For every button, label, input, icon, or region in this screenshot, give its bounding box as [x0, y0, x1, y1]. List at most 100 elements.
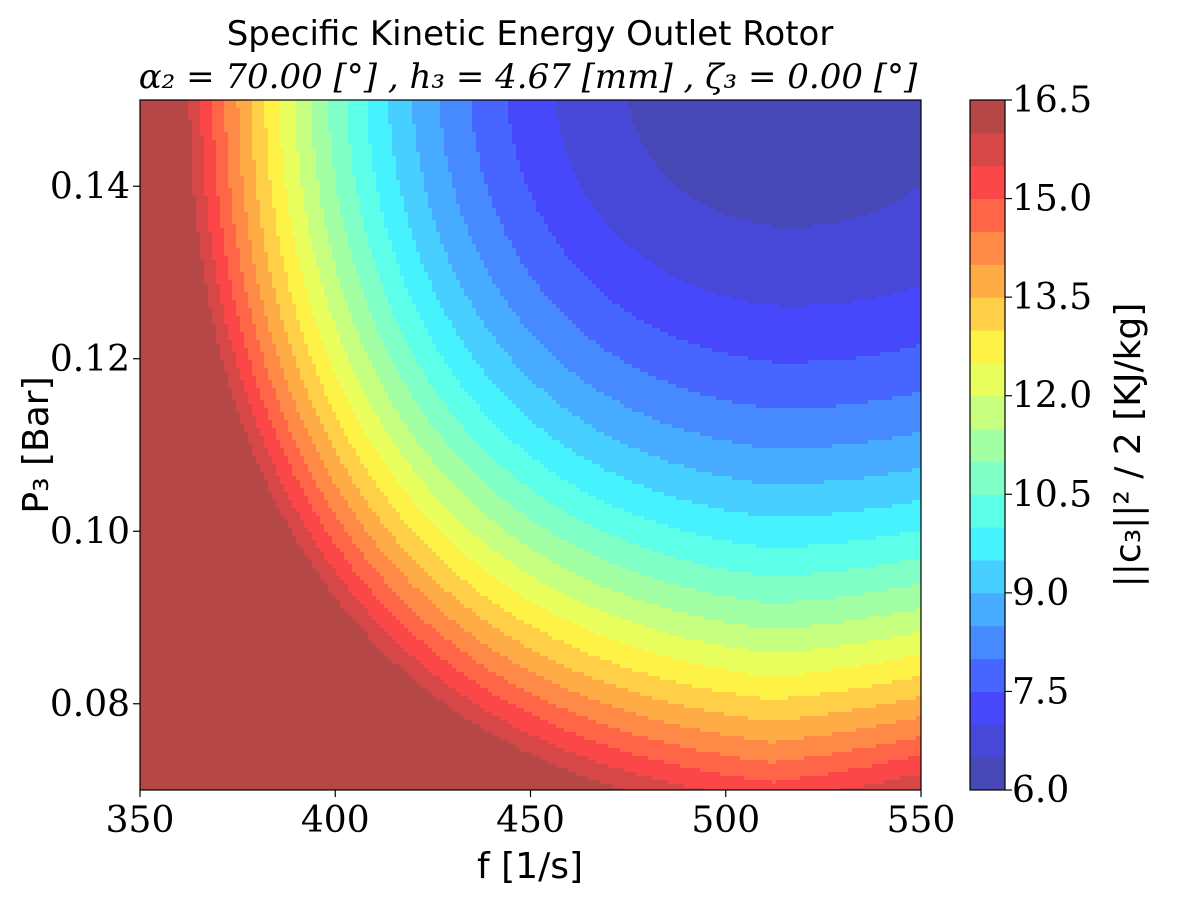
- contour-cell: [560, 188, 565, 193]
- contour-cell: [168, 104, 173, 109]
- contour-cell: [876, 164, 881, 169]
- contour-cell: [328, 128, 333, 133]
- contour-cell: [808, 180, 813, 185]
- contour-cell: [904, 100, 909, 105]
- contour-cell: [784, 140, 789, 145]
- contour-cell: [140, 120, 145, 125]
- contour-cell: [248, 152, 253, 157]
- contour-cell: [892, 168, 897, 173]
- contour-cell: [276, 164, 281, 169]
- contour-cell: [272, 136, 277, 141]
- contour-cell: [460, 116, 465, 121]
- contour-cell: [324, 152, 329, 157]
- contour-cell: [420, 144, 425, 149]
- contour-cell: [280, 128, 285, 133]
- contour-cell: [152, 196, 157, 201]
- contour-cell: [820, 152, 825, 157]
- contour-cell: [852, 140, 857, 145]
- contour-cell: [340, 128, 345, 133]
- contour-cell: [192, 176, 197, 181]
- contour-cell: [812, 168, 817, 173]
- contour-cell: [584, 100, 589, 105]
- contour-cell: [624, 136, 629, 141]
- contour-cell: [640, 132, 645, 137]
- contour-cell: [816, 196, 821, 201]
- contour-cell: [568, 120, 573, 125]
- contour-cell: [764, 140, 769, 145]
- contour-cell: [752, 172, 757, 177]
- contour-cell: [412, 104, 417, 109]
- contour-cell: [344, 184, 349, 189]
- contour-cell: [648, 168, 653, 173]
- contour-cell: [140, 108, 145, 113]
- contour-cell: [632, 180, 637, 185]
- contour-cell: [216, 112, 221, 117]
- contour-cell: [588, 124, 593, 129]
- contour-cell: [156, 120, 161, 125]
- contour-cell: [572, 136, 577, 141]
- contour-cell: [248, 136, 253, 141]
- contour-cell: [224, 164, 229, 169]
- contour-cell: [848, 196, 853, 201]
- contour-cell: [196, 128, 201, 133]
- contour-cell: [608, 180, 613, 185]
- contour-cell: [596, 176, 601, 181]
- contour-cell: [432, 172, 437, 177]
- contour-cell: [296, 196, 301, 201]
- contour-cell: [344, 136, 349, 141]
- contour-cell: [460, 184, 465, 189]
- contour-cell: [636, 172, 641, 177]
- contour-cell: [912, 120, 917, 125]
- contour-cell: [808, 120, 813, 125]
- contour-cell: [236, 152, 241, 157]
- contour-cell: [764, 168, 769, 173]
- contour-cell: [676, 144, 681, 149]
- contour-cell: [252, 152, 257, 157]
- contour-cell: [408, 112, 413, 117]
- contour-cell: [752, 148, 757, 153]
- contour-cell: [384, 196, 389, 201]
- contour-cell: [596, 100, 601, 105]
- contour-cell: [868, 176, 873, 181]
- contour-cell: [864, 116, 869, 121]
- contour-cell: [192, 100, 197, 105]
- contour-cell: [676, 184, 681, 189]
- contour-cell: [188, 164, 193, 169]
- contour-cell: [316, 192, 321, 197]
- contour-cell: [448, 128, 453, 133]
- contour-cell: [512, 180, 517, 185]
- contour-cell: [408, 108, 413, 113]
- contour-cell: [324, 164, 329, 169]
- contour-cell: [728, 192, 733, 197]
- contour-cell: [648, 180, 653, 185]
- contour-cell: [516, 164, 521, 169]
- contour-cell: [216, 172, 221, 177]
- contour-cell: [728, 156, 733, 161]
- contour-cell: [520, 172, 525, 177]
- contour-cell: [248, 140, 253, 145]
- contour-cell: [516, 180, 521, 185]
- contour-cell: [588, 132, 593, 137]
- contour-cell: [656, 140, 661, 145]
- contour-cell: [412, 136, 417, 141]
- contour-cell: [820, 120, 825, 125]
- contour-cell: [752, 116, 757, 121]
- contour-cell: [604, 152, 609, 157]
- contour-cell: [668, 116, 673, 121]
- contour-cell: [404, 112, 409, 117]
- contour-cell: [764, 128, 769, 133]
- contour-cell: [856, 140, 861, 145]
- contour-cell: [212, 112, 217, 117]
- contour-cell: [304, 196, 309, 201]
- contour-cell: [704, 120, 709, 125]
- contour-cell: [640, 120, 645, 125]
- contour-cell: [668, 148, 673, 153]
- contour-cell: [204, 116, 209, 121]
- contour-cell: [416, 200, 421, 205]
- contour-cell: [652, 164, 657, 169]
- contour-cell: [420, 124, 425, 129]
- contour-cell: [828, 100, 833, 105]
- contour-cell: [748, 100, 753, 105]
- contour-cell: [296, 148, 301, 153]
- contour-cell: [708, 172, 713, 177]
